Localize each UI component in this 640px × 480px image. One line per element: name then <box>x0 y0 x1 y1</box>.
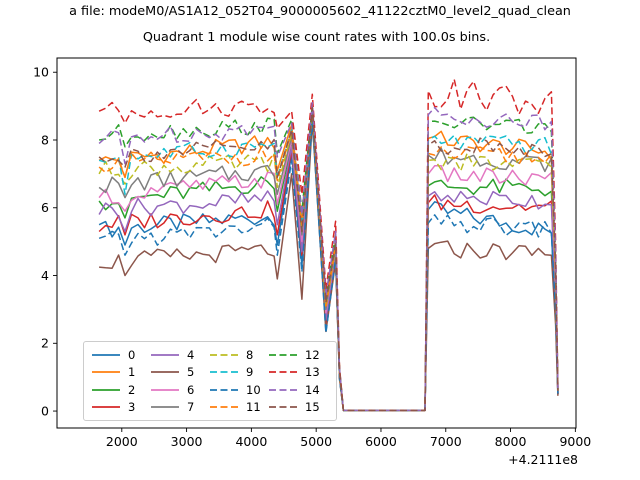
legend-line-sample <box>269 353 297 356</box>
x-tick-label: 2000 <box>106 434 138 449</box>
legend-line-sample <box>269 371 297 374</box>
legend-line-sample <box>210 371 238 374</box>
x-tick-label: 4000 <box>235 434 267 449</box>
legend-line-sample <box>210 406 238 409</box>
legend-label: 13 <box>305 365 320 380</box>
y-tick-label: 4 <box>41 268 49 283</box>
legend-item-10: 10 <box>210 383 269 397</box>
legend-label: 0 <box>128 347 136 362</box>
legend-line-sample <box>269 388 297 391</box>
legend-item-0: 0 <box>92 348 151 362</box>
x-tick-label: 6000 <box>365 434 397 449</box>
legend-label: 15 <box>305 400 320 415</box>
y-tick-label: 10 <box>33 65 49 80</box>
legend-label: 6 <box>187 382 195 397</box>
axes-title: Quadrant 1 module wise count rates with … <box>142 30 491 45</box>
legend-label: 2 <box>128 382 136 397</box>
y-tick-label: 8 <box>41 132 49 147</box>
legend-item-8: 8 <box>210 348 269 362</box>
legend-line-sample <box>151 406 179 409</box>
legend-label: 7 <box>187 400 195 415</box>
legend-item-2: 2 <box>92 383 151 397</box>
series-line-15 <box>98 107 559 412</box>
legend-line-sample <box>92 406 120 409</box>
x-tick-label: 5000 <box>300 434 332 449</box>
series-line-13 <box>98 78 559 412</box>
legend-line-sample <box>92 353 120 356</box>
series-line-12 <box>98 105 559 412</box>
legend-item-6: 6 <box>151 383 210 397</box>
legend-item-5: 5 <box>151 365 210 379</box>
legend-label: 1 <box>128 365 136 380</box>
legend-label: 5 <box>187 365 195 380</box>
legend-item-7: 7 <box>151 400 210 414</box>
series-line-8 <box>98 110 559 412</box>
legend-line-sample <box>269 406 297 409</box>
x-tick-label: 7000 <box>430 434 462 449</box>
x-axis-offset-label: +4.2111e8 <box>508 452 578 467</box>
y-tick-label: 2 <box>41 336 49 351</box>
legend-line-sample <box>92 371 120 374</box>
y-tick-label: 6 <box>41 200 49 215</box>
legend-item-9: 9 <box>210 365 269 379</box>
legend-label: 8 <box>246 347 254 362</box>
legend-item-12: 12 <box>269 348 328 362</box>
legend-label: 14 <box>305 382 320 397</box>
series-line-10 <box>98 118 559 412</box>
legend-line-sample <box>151 353 179 356</box>
legend-line-sample <box>210 353 238 356</box>
legend-label: 4 <box>187 347 195 362</box>
series-line-5 <box>99 120 559 412</box>
legend-label: 3 <box>128 400 136 415</box>
legend-item-13: 13 <box>269 365 328 379</box>
y-tick-label: 0 <box>41 403 49 418</box>
series-line-9 <box>98 107 559 412</box>
legend-label: 9 <box>246 365 254 380</box>
x-tick-label: 9000 <box>559 434 591 449</box>
figure-file-title: a file: modeM0/AS1A12_052T04_9000005602_… <box>69 4 571 19</box>
legend-item-1: 1 <box>92 365 151 379</box>
legend-item-4: 4 <box>151 348 210 362</box>
legend-item-14: 14 <box>269 383 328 397</box>
legend-line-sample <box>210 388 238 391</box>
legend-label: 12 <box>305 347 320 362</box>
legend-item-11: 11 <box>210 400 269 414</box>
legend-item-15: 15 <box>269 400 328 414</box>
x-tick-label: 3000 <box>171 434 203 449</box>
legend-label: 11 <box>246 400 261 415</box>
series-line-14 <box>98 101 559 412</box>
legend-label: 10 <box>246 382 261 397</box>
legend-item-3: 3 <box>92 400 151 414</box>
legend: 0 1 2 3 4 5 6 7 8 9 10 11 12 13 14 15 <box>83 341 337 421</box>
legend-line-sample <box>92 388 120 391</box>
legend-line-sample <box>151 371 179 374</box>
legend-line-sample <box>151 388 179 391</box>
x-tick-label: 8000 <box>495 434 527 449</box>
